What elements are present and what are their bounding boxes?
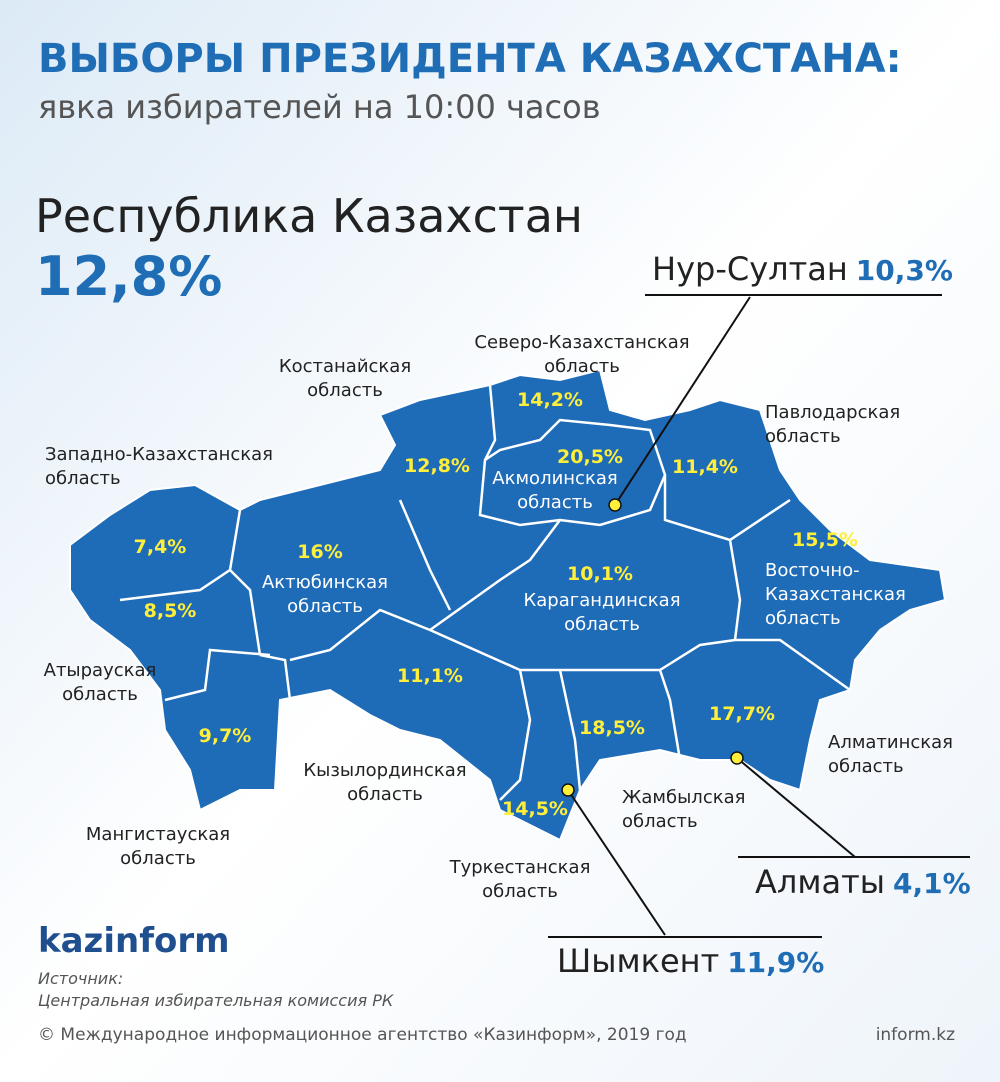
region-name: Туркестанская (449, 857, 591, 878)
region-name: Западно-Казахстанская (45, 444, 273, 465)
region-name: область (622, 811, 698, 832)
region-name: область (765, 608, 841, 629)
region-name: область (564, 614, 640, 635)
region-name: Карагандинская (523, 590, 680, 611)
region-name: область (62, 684, 138, 705)
region-name: область (307, 380, 383, 401)
city-name: Нур-Султан (652, 250, 848, 288)
national-turnout: 12,8% (35, 245, 222, 308)
region-name: Актюбинская (262, 572, 388, 593)
region-name: область (765, 426, 841, 447)
region-turnout: 8,5% (144, 600, 197, 622)
region-turnout: 14,2% (517, 389, 583, 411)
region-name: область (544, 356, 620, 377)
region-name: Акмолинская (492, 468, 617, 489)
city-turnout: 11,9% (727, 946, 824, 979)
region-turnout: 20,5% (557, 446, 623, 468)
region-name: область (347, 784, 423, 805)
site: inform.kz (876, 1025, 955, 1045)
region-name: область (45, 468, 121, 489)
map (69, 294, 970, 938)
region-name: Павлодарская (765, 402, 900, 423)
region-borders (119, 384, 851, 801)
source-label: Источник: (38, 969, 123, 988)
region-name: область (120, 848, 196, 869)
region-name: Алматинская (828, 732, 953, 753)
region-name: Костанайская (279, 356, 411, 377)
region-name: Атырауская (44, 660, 157, 681)
region-turnout: 12,8% (404, 455, 470, 477)
copyright: © Международное информационное агентство… (38, 1025, 687, 1045)
region-turnout: 9,7% (199, 725, 252, 747)
national-name: Республика Казахстан (35, 189, 583, 243)
region-name: Северо-Казахстанская (474, 332, 689, 353)
region-name: область (828, 756, 904, 777)
country-shape (69, 368, 947, 842)
region-name: Восточно- (765, 560, 860, 581)
region-turnout: 18,5% (579, 717, 645, 739)
subtitle: явка избирателей на 10:00 часов (38, 88, 601, 126)
region-name: область (287, 596, 363, 617)
region-turnout: 17,7% (709, 703, 775, 725)
region-name: Кызылординская (303, 760, 466, 781)
region-turnout: 10,1% (567, 563, 633, 585)
region-turnout: 7,4% (134, 536, 187, 558)
city-turnout: 10,3% (856, 254, 953, 287)
city-label: Алматы 4,1% (755, 863, 971, 901)
region-name: Мангистауская (86, 824, 230, 845)
city-label: Шымкент 11,9% (557, 942, 824, 980)
region-name: Казахстанская (765, 584, 906, 605)
region-turnout: 14,5% (502, 798, 568, 820)
title: ВЫБОРЫ ПРЕЗИДЕНТА КАЗАХСТАНА: (38, 36, 902, 82)
city-name: Шымкент (557, 942, 719, 980)
source: Центральная избирательная комиссия РК (38, 991, 394, 1010)
region-turnout: 16% (297, 541, 342, 563)
city-turnout: 4,1% (893, 867, 971, 900)
city-dots (561, 498, 744, 797)
region-name: область (482, 881, 558, 902)
brand: kazinform (38, 921, 230, 961)
region-name: Жамбылская (622, 787, 745, 808)
leader-lines (548, 294, 970, 938)
city-name: Алматы (755, 863, 885, 901)
labels: 12,8% Костанайская область 14,2% Северо-Каза… (44, 250, 971, 980)
region-name: область (517, 492, 593, 513)
region-turnout: 11,1% (397, 665, 463, 687)
region-turnout: 15,5% (792, 529, 858, 551)
city-label: Нур-Султан 10,3% (652, 250, 953, 288)
region-turnout: 11,4% (672, 456, 738, 478)
